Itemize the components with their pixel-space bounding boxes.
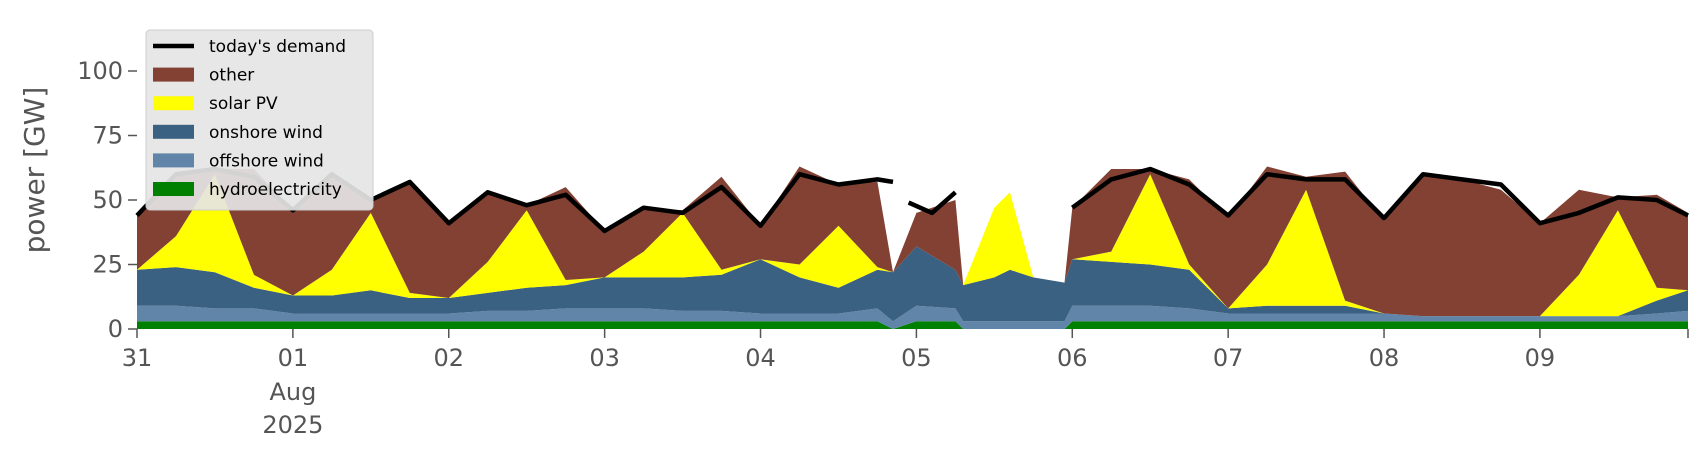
y-tick-label: 25 xyxy=(92,251,123,279)
legend: today's demand other solar PV onshore wind o… xyxy=(145,29,374,211)
x-tick-label: 04 xyxy=(745,344,776,372)
x-tick-month-label: Aug xyxy=(269,378,316,406)
y-tick-label: 50 xyxy=(92,186,123,214)
x-tick-label: 08 xyxy=(1369,344,1400,372)
legend-label-offshore-wind: offshore wind xyxy=(209,151,324,171)
x-tick-label: 07 xyxy=(1213,344,1244,372)
area-other xyxy=(137,166,1688,317)
x-tick-year-label: 2025 xyxy=(262,411,323,439)
legend-label-onshore-wind: onshore wind xyxy=(209,123,323,143)
axes: 0 25 50 75 100 31 01 Aug 2025 02 03 04 05 06 07 08 09 xyxy=(77,57,1689,439)
x-tick-label: 01 xyxy=(278,344,309,372)
x-tick-label: 03 xyxy=(589,344,620,372)
legend-swatch-offshore-wind xyxy=(153,153,194,168)
y-tick-label: 100 xyxy=(77,57,123,85)
demand-line-segment xyxy=(1070,166,1690,226)
x-tick-label: 06 xyxy=(1057,344,1088,372)
area-solar-pv xyxy=(137,174,1688,317)
legend-swatch-onshore-wind xyxy=(153,124,194,139)
legend-label-solar-pv: solar PV xyxy=(209,94,278,114)
stacked-area-layers xyxy=(137,166,1688,329)
legend-swatch-hydroelectricity xyxy=(153,182,194,196)
legend-label-other: other xyxy=(209,66,254,86)
legend-swatch-other xyxy=(153,67,194,82)
x-tick-label: 02 xyxy=(433,344,464,372)
y-axis-label: power [GW] xyxy=(18,87,51,254)
y-tick-label: 0 xyxy=(108,315,123,343)
x-tick-label: 31 xyxy=(122,344,153,372)
legend-swatch-solar-pv xyxy=(153,96,194,111)
area-offshore-wind xyxy=(137,305,1688,329)
legend-label-today-s-demand: today's demand xyxy=(209,37,346,57)
legend-box xyxy=(145,29,374,211)
demand-line-segment xyxy=(907,190,957,216)
x-tick-label: 05 xyxy=(901,344,932,372)
x-tick-label: 09 xyxy=(1525,344,1556,372)
area-hydroelectricity xyxy=(137,321,1688,329)
area-onshore-wind xyxy=(137,246,1688,322)
y-tick-label: 75 xyxy=(92,122,123,150)
legend-label-hydroelectricity: hydroelectricity xyxy=(209,180,342,200)
